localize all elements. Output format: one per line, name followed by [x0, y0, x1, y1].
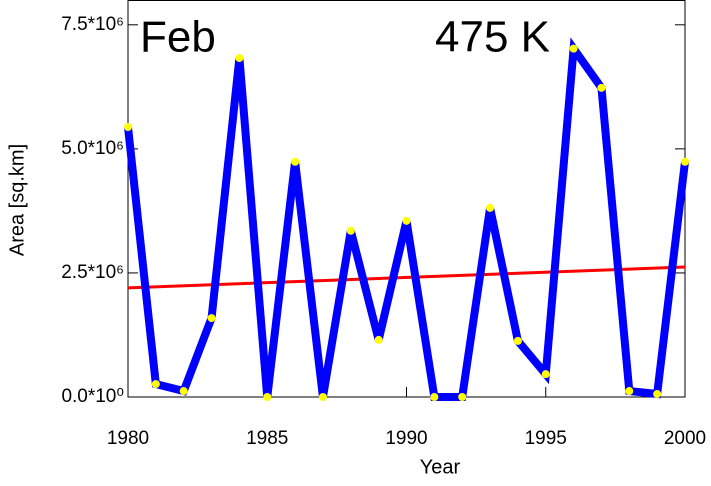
y-axis-label: Area [sq.km] [6, 144, 28, 256]
x-tick-label: 1980 [107, 428, 149, 449]
data-point [681, 157, 689, 166]
y-tick-label: 7.5*10⁶ [61, 14, 124, 35]
data-point [625, 387, 634, 396]
y-tick-label: 0.0*10⁰ [61, 386, 124, 407]
data-point [486, 203, 495, 212]
data-point [541, 370, 550, 379]
data-point [291, 157, 300, 166]
x-tick-label: 1985 [246, 428, 288, 449]
data-point [151, 380, 160, 389]
data-point [513, 336, 522, 345]
data-point [597, 83, 606, 92]
x-tick-label: 2000 [664, 428, 706, 449]
data-point [179, 387, 188, 396]
x-tick-label: 1995 [525, 428, 567, 449]
data-point [653, 390, 662, 399]
data-point [402, 216, 411, 225]
y-tick-label: 2.5*10⁶ [61, 262, 124, 283]
data-point [263, 393, 272, 401]
data-point [207, 314, 216, 323]
trend-line [127, 265, 686, 290]
data-point [318, 393, 327, 401]
level-annotation: 475 K [435, 13, 550, 62]
data-point [235, 54, 244, 63]
x-tick-label: 1990 [385, 428, 427, 449]
data-point [569, 44, 578, 53]
x-axis-label: Year [420, 456, 461, 478]
month-annotation: Feb [140, 13, 216, 62]
data-point [458, 393, 467, 401]
data-point [346, 226, 355, 235]
data-point [430, 393, 439, 401]
y-tick-label: 5.0*10⁶ [61, 138, 124, 159]
data-point [374, 335, 383, 344]
data-point [124, 123, 132, 132]
